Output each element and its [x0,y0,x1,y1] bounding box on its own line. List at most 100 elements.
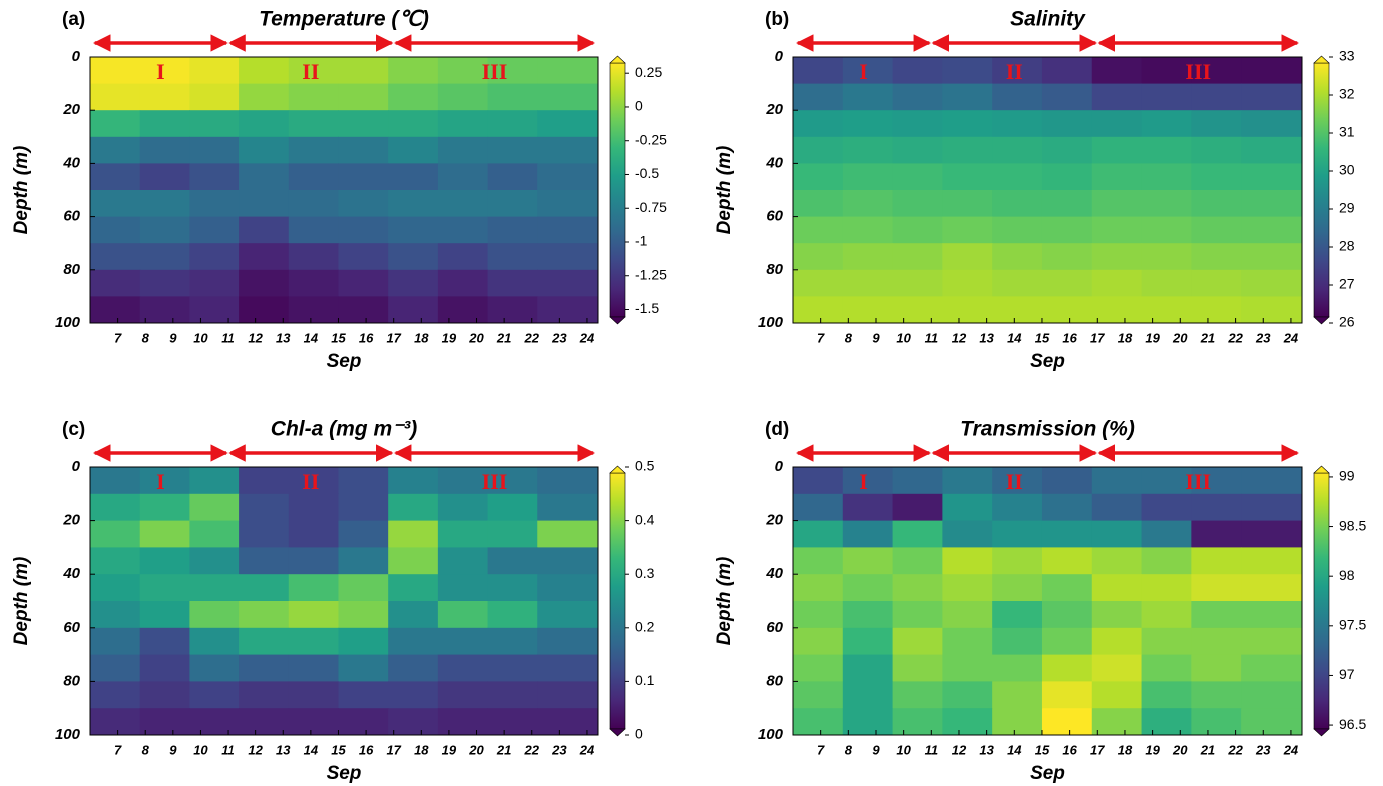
heatmap-cell [487,708,538,736]
heatmap-cell [942,83,993,111]
heatmap-cell [892,216,943,244]
heatmap-cell [1041,269,1093,297]
x-tick-label: 20 [468,742,484,757]
y-tick-label: 100 [55,314,81,331]
heatmap-cell [793,296,844,324]
heatmap-cell [388,654,439,682]
heatmap-cell [139,243,190,271]
heatmap-cell [487,681,538,709]
heatmap-cell [239,110,290,138]
period-label: III [1185,59,1211,84]
heatmap-cell [842,163,894,191]
heatmap-cell [90,136,141,164]
heatmap-cell [388,708,439,736]
heatmap-cell [288,243,339,271]
colorbar-tick-label: 33 [1339,48,1355,64]
heatmap-cell [1241,269,1303,297]
x-tick-label: 13 [979,742,994,757]
heatmap-cell [90,467,141,495]
colorbar-tick-label: -0.25 [635,131,667,147]
heatmap-cell [189,708,240,736]
x-tick-label: 7 [817,742,825,757]
colorbar-tick-label: 26 [1339,314,1355,330]
heatmap-cell [793,654,844,682]
y-tick-label: 80 [63,672,80,689]
colorbar-tick-label: 97 [1339,666,1355,682]
heatmap-cell [1041,681,1093,709]
heatmap-cell [139,110,190,138]
y-tick-label: 40 [765,565,783,582]
heatmap-cell [189,296,240,324]
x-axis-label: Sep [327,763,362,784]
x-tick-label: 24 [579,330,595,345]
heatmap-cell [537,467,599,495]
heatmap-cell [842,601,894,629]
y-tick-label: 100 [758,314,784,331]
colorbar-tick-label: 29 [1339,200,1355,216]
heatmap-cell [793,467,844,495]
period-label: III [1185,469,1211,494]
heatmap-cell [793,708,844,736]
heatmap-cell [139,708,190,736]
heatmap-cell [487,520,538,548]
heatmap-cell [1241,467,1303,495]
heatmap-cell [1241,520,1303,548]
heatmap-cell [1241,601,1303,629]
heatmap-cell [288,493,339,522]
heatmap-cell [338,520,389,548]
heatmap-cell [239,467,290,495]
heatmap-cell [1191,110,1242,138]
heatmap-cell [992,574,1043,602]
heatmap-cell [892,681,943,709]
x-tick-label: 12 [952,742,967,757]
heatmap-cell [437,243,489,271]
heatmap-cell [189,467,240,495]
x-tick-label: 23 [551,742,567,757]
heatmap-cell [1191,627,1242,656]
heatmap-cell [842,269,894,297]
heatmap-cell [487,269,538,297]
x-tick-label: 22 [1227,742,1243,757]
heatmap-cell [189,520,240,548]
x-tick-label: 16 [359,330,374,345]
heatmap-cell [537,493,599,522]
heatmap-cell [1091,708,1143,736]
heatmap-cell [1241,681,1303,709]
heatmap-cell [1191,574,1242,602]
heatmap-cell [1041,547,1093,575]
heatmap-cell [189,163,240,191]
period-label: I [859,469,868,494]
heatmap-cell [1191,216,1242,244]
heatmap-cell [288,57,339,85]
heatmap-cell [1191,57,1242,85]
heatmap-cell [437,57,489,85]
heatmap-cell [487,601,538,629]
heatmap-cell [388,243,439,271]
heatmap-cell [139,269,190,297]
heatmap-cell [288,269,339,297]
heatmap-cell [487,216,538,244]
heatmap-cell [1091,296,1143,324]
heatmap-cell [942,467,993,495]
heatmap-cell [1141,296,1192,324]
colorbar [609,472,626,730]
heatmap-cell [942,681,993,709]
heatmap-cell [288,520,339,548]
x-tick-label: 16 [1062,742,1077,757]
x-tick-label: 15 [1035,330,1050,345]
heatmap-cells [793,57,1303,324]
heatmap-cell [388,467,439,495]
heatmap-cell [90,243,141,271]
x-tick-label: 19 [442,330,457,345]
heatmap-cell [537,269,599,297]
heatmap-cell [1041,520,1093,548]
heatmap-cell [892,547,943,575]
panel-label: (d) [765,419,789,440]
heatmap-cell [239,681,290,709]
heatmap-cell [388,110,439,138]
heatmap-cell [1191,708,1242,736]
x-tick-label: 11 [925,742,939,757]
colorbar-tick-label: 0.3 [635,565,655,581]
colorbar-tick-label: 98.5 [1339,517,1366,533]
panel-label: (a) [62,9,85,30]
